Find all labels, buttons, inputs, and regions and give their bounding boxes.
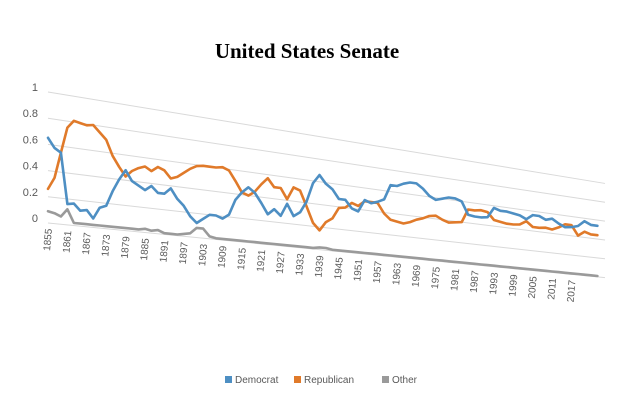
legend-label-other: Other bbox=[392, 375, 418, 386]
x-tick-label: 2005 bbox=[527, 275, 540, 299]
x-axis-tick-labels: 1855 1861 1867 1873 1879 1885 1891 1897 1903 1909… bbox=[42, 228, 578, 303]
x-tick-label: 1933 bbox=[294, 253, 307, 277]
x-tick-label: 1879 bbox=[120, 235, 133, 259]
legend-swatch-republican bbox=[294, 376, 301, 383]
x-tick-label: 1939 bbox=[314, 255, 327, 279]
x-tick-label: 1855 bbox=[42, 228, 55, 252]
legend-swatch-other bbox=[382, 376, 389, 383]
x-tick-label: 1891 bbox=[158, 239, 171, 263]
y-axis-tick-labels: 1 0.8 0.6 0.4 0.2 0 bbox=[23, 82, 38, 225]
x-tick-label: 1969 bbox=[411, 264, 424, 288]
legend: Democrat Republican Other bbox=[225, 375, 418, 386]
x-tick-label: 1903 bbox=[197, 243, 210, 267]
x-tick-label: 1945 bbox=[333, 256, 346, 280]
series-line-republican bbox=[46, 119, 599, 237]
y-tick-label: 1 bbox=[32, 82, 38, 94]
x-tick-label: 1921 bbox=[255, 249, 268, 273]
x-tick-label: 2017 bbox=[566, 279, 579, 303]
gridline bbox=[47, 91, 606, 184]
x-tick-label: 1999 bbox=[507, 274, 520, 298]
x-tick-label: 1987 bbox=[469, 270, 482, 294]
y-tick-label: 0 bbox=[32, 213, 38, 225]
legend-swatch-democrat bbox=[225, 376, 232, 383]
x-tick-label: 2011 bbox=[546, 277, 559, 300]
x-tick-label: 1993 bbox=[488, 272, 501, 296]
x-tick-label: 1909 bbox=[217, 245, 230, 269]
x-tick-label: 1873 bbox=[100, 234, 113, 258]
gridline bbox=[47, 196, 606, 260]
chart-title: United States Senate bbox=[215, 39, 399, 63]
y-tick-label: 0.6 bbox=[23, 134, 38, 146]
legend-label-democrat: Democrat bbox=[235, 375, 279, 386]
gridline bbox=[47, 117, 606, 203]
series-line-democrat bbox=[46, 136, 599, 229]
y-tick-label: 0.4 bbox=[23, 161, 38, 173]
x-tick-label: 1915 bbox=[236, 247, 249, 271]
x-tick-label: 1897 bbox=[178, 241, 191, 265]
x-tick-label: 1861 bbox=[61, 230, 74, 254]
series-lines bbox=[46, 119, 599, 278]
x-tick-label: 1957 bbox=[372, 260, 385, 284]
series-line-other bbox=[46, 208, 599, 278]
x-tick-label: 1867 bbox=[81, 232, 94, 256]
legend-label-republican: Republican bbox=[304, 375, 354, 386]
x-tick-label: 1927 bbox=[275, 251, 288, 275]
gridline bbox=[47, 170, 606, 241]
y-tick-label: 0.8 bbox=[23, 108, 38, 120]
x-tick-label: 1981 bbox=[449, 268, 462, 292]
x-tick-label: 1975 bbox=[430, 266, 443, 290]
x-tick-label: 1885 bbox=[139, 237, 152, 261]
x-tick-label: 1963 bbox=[391, 262, 404, 286]
x-tick-label: 1951 bbox=[352, 258, 365, 282]
y-tick-label: 0.2 bbox=[23, 187, 38, 199]
